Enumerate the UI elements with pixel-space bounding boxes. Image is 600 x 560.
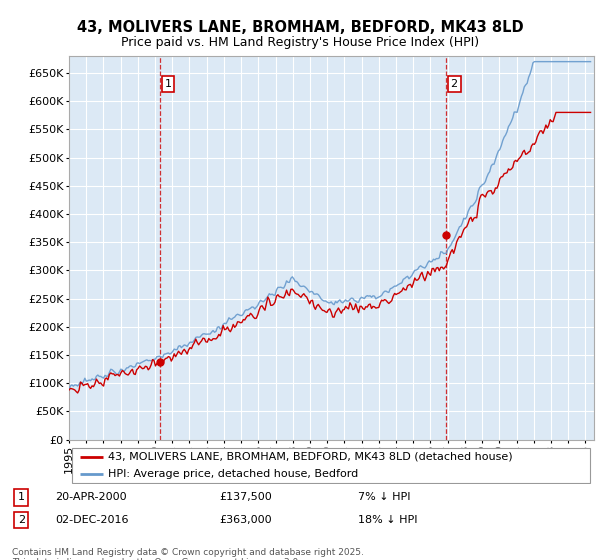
Text: 18% ↓ HPI: 18% ↓ HPI (358, 515, 417, 525)
Text: 43, MOLIVERS LANE, BROMHAM, BEDFORD, MK43 8LD (detached house): 43, MOLIVERS LANE, BROMHAM, BEDFORD, MK4… (109, 452, 513, 462)
Text: 7% ↓ HPI: 7% ↓ HPI (358, 492, 410, 502)
Text: Price paid vs. HM Land Registry's House Price Index (HPI): Price paid vs. HM Land Registry's House … (121, 36, 479, 49)
Text: 43, MOLIVERS LANE, BROMHAM, BEDFORD, MK43 8LD: 43, MOLIVERS LANE, BROMHAM, BEDFORD, MK4… (77, 20, 523, 35)
Text: HPI: Average price, detached house, Bedford: HPI: Average price, detached house, Bedf… (109, 469, 359, 479)
Text: Contains HM Land Registry data © Crown copyright and database right 2025.
This d: Contains HM Land Registry data © Crown c… (12, 548, 364, 560)
Text: 20-APR-2000: 20-APR-2000 (55, 492, 127, 502)
Text: £137,500: £137,500 (220, 492, 272, 502)
FancyBboxPatch shape (71, 448, 590, 483)
Text: 2: 2 (451, 79, 458, 89)
Text: 02-DEC-2016: 02-DEC-2016 (55, 515, 128, 525)
Text: 2: 2 (18, 515, 25, 525)
Text: £363,000: £363,000 (220, 515, 272, 525)
Text: 1: 1 (18, 492, 25, 502)
Text: 1: 1 (165, 79, 172, 89)
